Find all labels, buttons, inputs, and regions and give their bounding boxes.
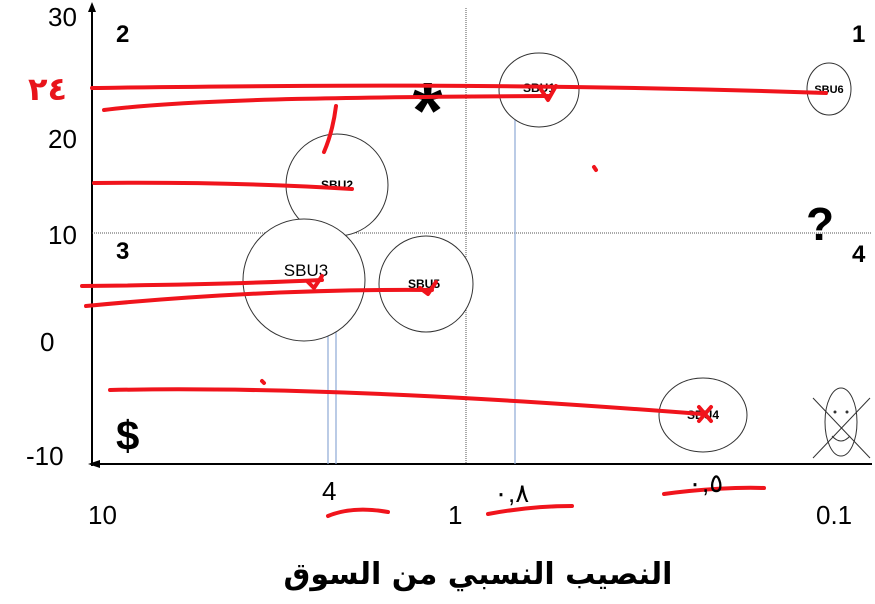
quadrant-1-label: 1	[852, 21, 865, 48]
sbu-circle-sbu5: SBU5	[378, 235, 474, 333]
ink-line-sbu5	[84, 287, 434, 308]
ink-line-sbu4	[108, 387, 704, 416]
ink-line-24-top	[90, 83, 828, 95]
ink-underline-05	[662, 485, 766, 496]
handwritten-x-value-0-8: ٠,٨	[494, 478, 529, 508]
sbu-circle-sbu6: SBU6	[806, 62, 852, 116]
ink-x-sbu4	[697, 405, 713, 423]
ink-tick-sbu1	[538, 84, 558, 102]
y-tick-20: 20	[48, 124, 77, 154]
ink-line-sbu2	[92, 180, 354, 191]
handwritten-y-value: ٢٤	[28, 70, 67, 108]
quadrant-4-label: 4	[852, 241, 866, 268]
sbu-label-sbu3: SBU3	[284, 261, 328, 280]
ink-underline-08	[486, 504, 574, 516]
dog-face-icon	[812, 387, 871, 459]
handwritten-x-value-0-5: ٠,٥	[688, 468, 723, 498]
y-tick-minus-10: -10	[26, 441, 64, 471]
ink-dot-2	[592, 165, 598, 172]
ink-underline-4	[326, 507, 390, 518]
axis-title: النصيب النسبي من السوق	[284, 557, 673, 592]
y-tick-30: 30	[48, 2, 77, 32]
x-axis-arrow-left	[88, 460, 100, 468]
y-tick-0: 0	[40, 327, 54, 357]
quadrant-3-label: 3	[116, 238, 129, 265]
quadrant-2-label: 2	[116, 21, 129, 48]
handwritten-x-value-4: 4	[322, 476, 336, 506]
ink-line-sbu3	[80, 278, 324, 288]
x-tick-1: 1	[448, 500, 462, 530]
x-tick-0-1: 0.1	[816, 500, 852, 530]
dollar-symbol: $	[116, 412, 139, 459]
handwritten-annotations	[80, 83, 828, 518]
ink-dot	[260, 379, 266, 385]
star-symbol: *	[412, 66, 444, 155]
y-axis-arrow	[88, 2, 96, 12]
ink-tick-sbu5	[418, 280, 438, 296]
question-mark-symbol: ?	[806, 198, 834, 250]
ink-line-24-bottom	[102, 94, 550, 112]
x-tick-10: 10	[88, 500, 117, 530]
ink-stroke-above-sbu2	[322, 104, 338, 154]
y-tick-10: 10	[48, 220, 77, 250]
ink-tick-sbu3	[306, 274, 324, 290]
